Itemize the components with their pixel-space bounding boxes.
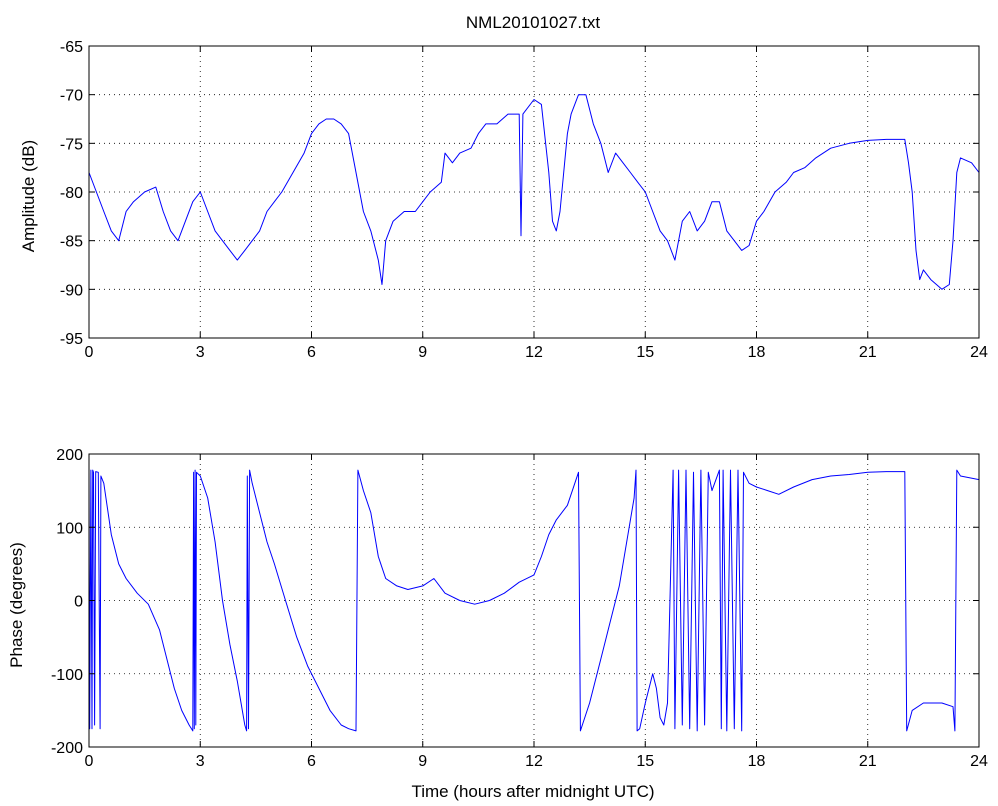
y-tick-label: -200 [51, 740, 83, 757]
x-tick-label: 0 [85, 753, 94, 770]
x-tick-label: 9 [418, 753, 427, 770]
y-tick-label: 0 [74, 594, 83, 611]
y-tick-label: -100 [51, 667, 83, 684]
y-tick-label: -90 [60, 282, 83, 299]
x-tick-label: 3 [196, 344, 205, 361]
chart-title: NML20101027.txt [466, 13, 600, 32]
phase-trace [88, 468, 980, 732]
phase-panel: 0 3 6 9 12 15 18 21 24 200 100 0 -100 -200 Phase (deg… [7, 447, 988, 770]
amplitude-ticks: 0 3 6 9 12 15 18 21 24 -65 -70 -75 -80 -85 -90 -95 [60, 39, 988, 361]
x-tick-label: 24 [970, 344, 988, 361]
amplitude-trace [88, 94, 980, 290]
y-tick-label: 200 [56, 447, 83, 464]
x-tick-label: 18 [748, 344, 766, 361]
x-tick-label: 15 [636, 753, 654, 770]
x-tick-label: 15 [636, 344, 654, 361]
x-axis-label: Time (hours after midnight UTC) [411, 782, 654, 801]
x-tick-label: 0 [85, 344, 94, 361]
x-tick-label: 6 [307, 344, 316, 361]
x-tick-label: 9 [418, 344, 427, 361]
amplitude-panel: 0 3 6 9 12 15 18 21 24 -65 -70 -75 -80 -85 -90 -95 Ampl… [19, 39, 988, 361]
series-line [88, 468, 980, 732]
y-tick-label: -95 [60, 331, 83, 348]
x-tick-label: 12 [525, 753, 543, 770]
y-tick-label: -75 [60, 136, 83, 153]
amplitude-grid [89, 46, 979, 338]
amplitude-ylabel: Amplitude (dB) [19, 140, 38, 252]
y-tick-label: -80 [60, 185, 83, 202]
x-tick-label: 3 [196, 753, 205, 770]
x-tick-label: 21 [859, 344, 877, 361]
y-tick-label: -85 [60, 234, 83, 251]
phase-ylabel: Phase (degrees) [7, 542, 26, 668]
x-tick-label: 21 [859, 753, 877, 770]
phase-grid [89, 454, 979, 747]
y-tick-label: -65 [60, 39, 83, 56]
y-tick-label: 100 [56, 520, 83, 537]
x-tick-label: 6 [307, 753, 316, 770]
phase-ticks: 0 3 6 9 12 15 18 21 24 200 100 0 -100 -200 [51, 447, 988, 770]
x-tick-label: 24 [970, 753, 988, 770]
series-line [88, 94, 980, 290]
x-tick-label: 18 [748, 753, 766, 770]
x-tick-label: 12 [525, 344, 543, 361]
y-tick-label: -70 [60, 88, 83, 105]
